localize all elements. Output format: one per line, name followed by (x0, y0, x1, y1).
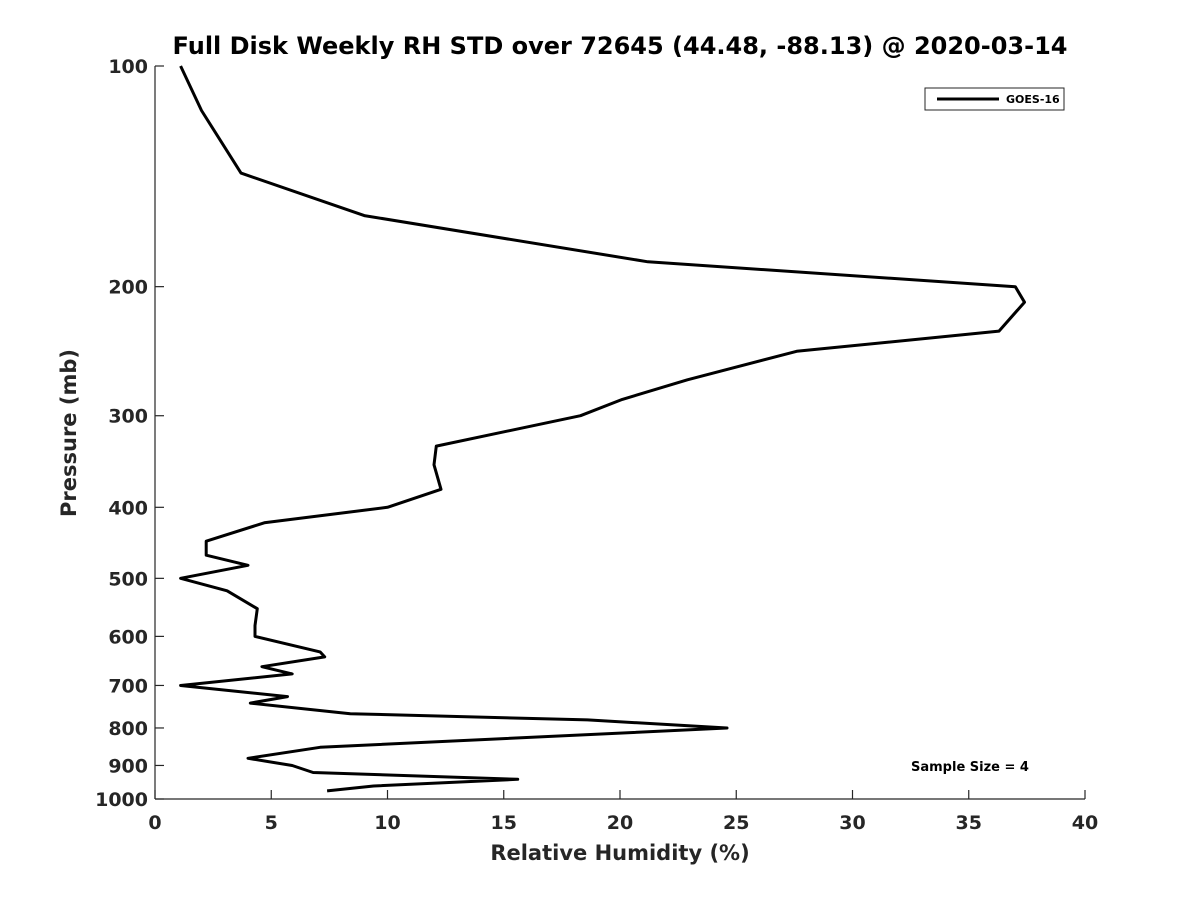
y-tick-label: 300 (108, 406, 148, 428)
y-tick-label: 200 (108, 277, 148, 299)
y-tick-label: 1000 (95, 789, 148, 811)
y-tick-label: 700 (108, 675, 148, 697)
x-tick-label: 30 (839, 812, 865, 834)
y-tick-label: 800 (108, 718, 148, 740)
x-tick-label: 5 (265, 812, 278, 834)
x-tick-label: 25 (723, 812, 749, 834)
x-tick-label: 40 (1072, 812, 1098, 834)
x-tick-label: 0 (148, 812, 161, 834)
y-ticks: 100 200 300 400 500 600 700 800 900 1000 (95, 56, 164, 811)
plot-area: 0 5 10 15 20 25 30 35 40 100 200 300 400 500 600 700 80… (95, 56, 1098, 834)
x-ticks: 0 5 10 15 20 25 30 35 40 (148, 790, 1098, 834)
legend-label-goes-16: GOES-16 (1006, 93, 1060, 106)
x-tick-label: 15 (491, 812, 517, 834)
legend: GOES-16 (924, 87, 1065, 111)
x-tick-label: 10 (374, 812, 400, 834)
x-tick-label: 20 (607, 812, 633, 834)
x-axis-label: Relative Humidity (%) (490, 841, 749, 865)
series-line-goes-16 (179, 65, 1026, 793)
y-axis-label: Pressure (mb) (57, 349, 81, 517)
sample-size-annotation: Sample Size = 4 (911, 760, 1029, 775)
chart-title: Full Disk Weekly RH STD over 72645 (44.4… (173, 32, 1068, 60)
y-tick-label: 100 (108, 56, 148, 78)
y-tick-label: 600 (108, 626, 148, 648)
x-tick-label: 35 (956, 812, 982, 834)
y-tick-label: 400 (108, 497, 148, 519)
y-tick-label: 900 (108, 755, 148, 777)
series-group (179, 65, 1026, 793)
y-tick-label: 500 (108, 568, 148, 590)
